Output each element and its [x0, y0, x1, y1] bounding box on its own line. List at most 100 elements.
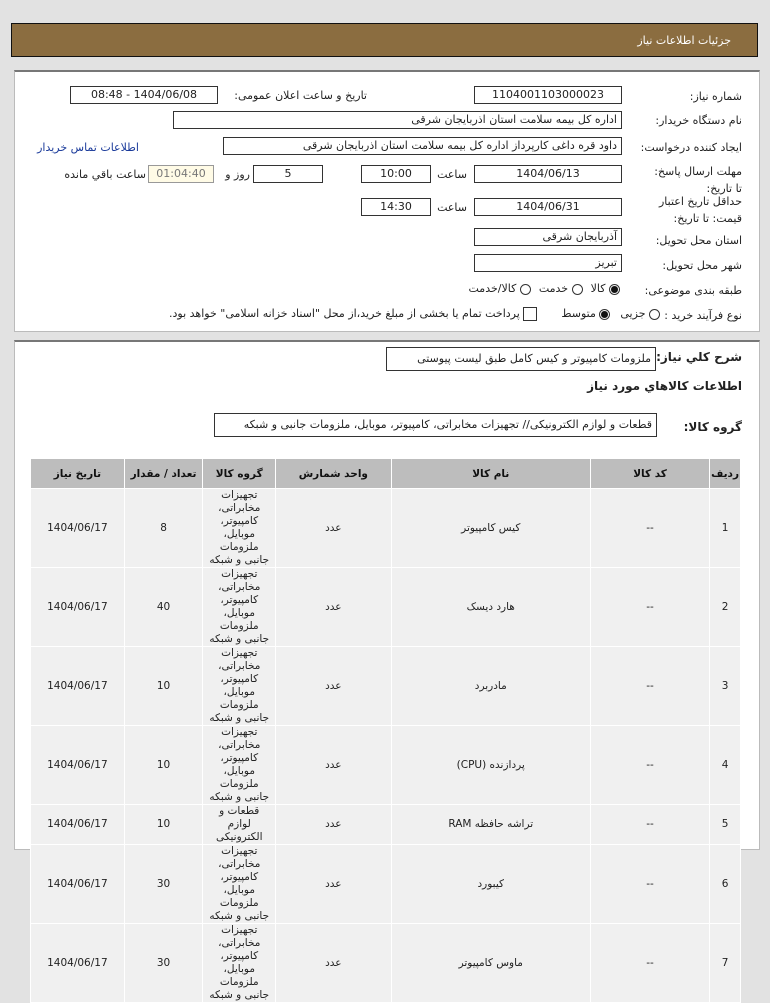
cell-item-name: هارد دیسک [390, 567, 592, 647]
cell-item-name: کیس کامپیوتر [390, 488, 592, 568]
process-label: نوع فرآیند خرید : [664, 309, 742, 322]
page-title-bar: جزئیات اطلاعات نیاز [11, 23, 758, 57]
cell-row-number: 7 [709, 923, 741, 1003]
province-label: استان محل تحویل: [655, 234, 742, 247]
deadline-time-field[interactable]: 10:00 [361, 165, 431, 183]
province-field[interactable]: آذربایجان شرقی [474, 228, 622, 246]
radio-icon[interactable] [649, 308, 660, 320]
creator-field[interactable]: داود قره داغی کارپرداز اداره کل بیمه سلا… [223, 137, 622, 155]
cell-row-number: 4 [709, 725, 741, 805]
cell-row-number: 6 [709, 844, 741, 924]
category-option-goods[interactable]: کالا [591, 282, 620, 295]
deadline-date-field[interactable]: 1404/06/13 [474, 165, 622, 183]
summary-label: شرح کلي نیاز: [656, 350, 742, 364]
validity-time-label: ساعت [437, 201, 467, 214]
cell-unit: عدد [275, 646, 392, 726]
header-col-item-group: گروه کالا [202, 458, 277, 489]
header-col-item-name: نام کالا [390, 458, 592, 489]
table-row: 6 -- کیبورد عدد تجهیزات مخابراتی، کامپیوتر، … [30, 844, 741, 924]
table-row: 5 -- تراشه حافظه RAM عدد قطعات و لوازم الکتر… [30, 804, 741, 845]
cell-quantity: 30 [123, 923, 204, 1003]
deadline-time-label: ساعت [437, 168, 467, 181]
announce-label: تاریخ و ساعت اعلان عمومی: [234, 89, 367, 102]
cell-unit: عدد [275, 488, 392, 568]
cell-need-date: 1404/06/17 [30, 725, 125, 805]
need-number-label: شماره نیاز: [689, 90, 742, 103]
category-label: طبقه بندی موضوعی: [644, 284, 742, 297]
process-option-medium[interactable]: متوسط [561, 307, 611, 321]
deadline-label: مهلت ارسال پاسخ: تا تاریخ: [654, 165, 742, 195]
cell-need-date: 1404/06/17 [30, 844, 125, 924]
cell-item-code: -- [590, 646, 711, 726]
cell-need-date: 1404/06/17 [30, 488, 125, 568]
radio-icon[interactable] [571, 283, 583, 295]
creator-label: ایجاد کننده درخواست: [640, 141, 742, 154]
header-col-need-date: تاریخ نیاز [30, 458, 125, 489]
cell-unit: عدد [275, 923, 392, 1003]
cell-item-group: تجهیزات مخابراتی، کامپیوتر، موبایل، ملزو… [202, 725, 277, 805]
days-label: روز و [225, 168, 250, 181]
city-field[interactable]: تبریز [474, 254, 622, 272]
header-col-quantity: تعداد / مقدار [123, 458, 204, 489]
cell-item-code: -- [590, 923, 711, 1003]
category-option-both[interactable]: کالا/خدمت [469, 282, 531, 295]
buyer-contact-link[interactable]: اطلاعات تماس خریدار [37, 141, 139, 154]
header-col-row-number: ردیف [709, 458, 741, 489]
cell-item-group: تجهیزات مخابراتی، کامپیوتر، موبایل، ملزو… [202, 923, 277, 1003]
cell-need-date: 1404/06/17 [30, 646, 125, 726]
category-radio-group: کالا خدمت کالا/خدمت [469, 282, 620, 295]
cell-row-number: 5 [709, 804, 741, 845]
cell-item-group: تجهیزات مخابراتی، کامپیوتر، موبایل، ملزو… [202, 567, 277, 647]
checkbox-icon[interactable] [523, 307, 538, 321]
page-title: جزئیات اطلاعات نیاز [637, 34, 731, 47]
table-row: 3 -- مادربرد عدد تجهیزات مخابراتی، کامپیوتر،… [30, 646, 741, 726]
cell-item-code: -- [590, 844, 711, 924]
table-row: 2 -- هارد دیسک عدد تجهیزات مخابراتی، کامپیوت… [30, 567, 741, 647]
cell-row-number: 2 [709, 567, 741, 647]
announce-field[interactable]: 1404/06/08 - 08:48 [70, 86, 218, 104]
buyer-field[interactable]: اداره کل بیمه سلامت استان اذربایجان شرقی [173, 111, 622, 129]
validity-date-field[interactable]: 1404/06/31 [474, 198, 622, 216]
radio-icon[interactable] [519, 283, 531, 295]
cell-row-number: 3 [709, 646, 741, 726]
radio-selected-icon[interactable] [609, 283, 620, 295]
process-option-minor[interactable]: جزیی [620, 307, 660, 321]
cell-item-code: -- [590, 804, 711, 845]
process-radio-group: جزیی متوسط پرداخت تمام یا بخشی از مبلغ خ… [169, 307, 660, 321]
cell-item-name: مادربرد [390, 646, 592, 726]
cell-item-group: تجهیزات مخابراتی، کامپیوتر، موبایل، ملزو… [202, 844, 277, 924]
table-row: 7 -- ماوس کامپیوتر عدد تجهیزات مخابراتی، کام… [30, 923, 741, 1003]
treasury-payment-option[interactable]: پرداخت تمام یا بخشی از مبلغ خرید،از محل … [169, 307, 538, 321]
cell-unit: عدد [275, 567, 392, 647]
summary-field: ملزومات کامپیوتر و کیس کامل طبق لیست پیو… [386, 347, 656, 371]
cell-item-name: پردازنده (CPU) [390, 725, 592, 805]
cell-unit: عدد [275, 725, 392, 805]
cell-quantity: 10 [123, 725, 204, 805]
cell-item-code: -- [590, 488, 711, 568]
days-field[interactable]: 5 [253, 165, 323, 183]
remaining-time-field: 01:04:40 [148, 165, 214, 183]
buyer-label: نام دستگاه خریدار: [655, 114, 742, 127]
cell-quantity: 10 [123, 804, 204, 845]
cell-item-group: تجهیزات مخابراتی، کامپیوتر، موبایل، ملزو… [202, 646, 277, 726]
cell-unit: عدد [275, 844, 392, 924]
category-option-service[interactable]: خدمت [539, 282, 583, 295]
radio-selected-icon[interactable] [599, 308, 611, 320]
cell-quantity: 30 [123, 844, 204, 924]
cell-quantity: 8 [123, 488, 204, 568]
city-label: شهر محل تحویل: [662, 259, 742, 272]
validity-label: حداقل تاریخ اعتبار قیمت: تا تاریخ: [658, 195, 742, 225]
remaining-label: ساعت باقي مانده [64, 168, 146, 181]
cell-unit: عدد [275, 804, 392, 845]
table-row: 4 -- پردازنده (CPU) عدد تجهیزات مخابراتی، کا… [30, 725, 741, 805]
need-number-field[interactable]: 1104001103000023 [474, 86, 622, 104]
cell-item-code: -- [590, 725, 711, 805]
goods-table: ردیف کد کالا نام کالا واحد شمارش گروه کالا تع… [30, 458, 741, 1003]
goods-group-field: قطعات و لوازم الکترونیکی// تجهیزات مخابر… [214, 413, 657, 437]
validity-time-field[interactable]: 14:30 [361, 198, 431, 216]
goods-heading: اطلاعات کالاهاي مورد نیاز [587, 379, 742, 393]
cell-item-group: قطعات و لوازم الکترونیکی [202, 804, 277, 845]
cell-row-number: 1 [709, 488, 741, 568]
cell-quantity: 40 [123, 567, 204, 647]
cell-quantity: 10 [123, 646, 204, 726]
